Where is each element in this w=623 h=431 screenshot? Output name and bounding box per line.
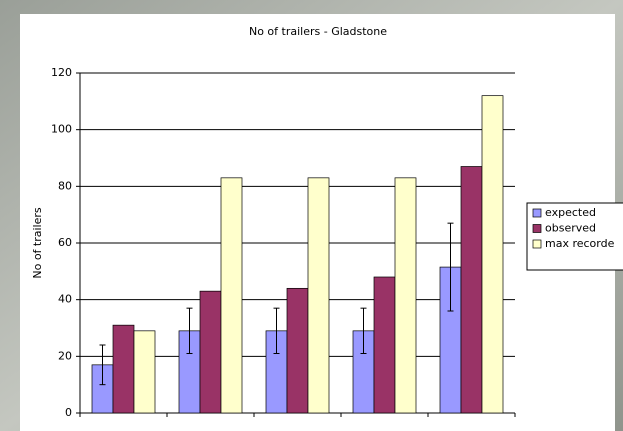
error-bar: [273, 307, 280, 354]
bar: [133, 330, 156, 414]
bar: [373, 276, 396, 414]
error-bar: [360, 307, 367, 354]
bar: [199, 290, 222, 414]
error-bar: [447, 222, 454, 312]
chart-title: No of trailers - Gladstone: [249, 25, 387, 38]
bar: [286, 287, 309, 414]
y-tick-label: 20: [58, 349, 72, 362]
bar: [112, 324, 135, 414]
y-tick-label: 80: [58, 179, 72, 192]
legend-label: max recorde: [545, 237, 615, 250]
legend-box: [526, 202, 623, 271]
legend-swatch: [532, 224, 542, 233]
legend-label: observed: [545, 222, 596, 235]
y-tick-label: 0: [65, 406, 72, 419]
error-bar: [99, 344, 106, 386]
y-tick-label: 100: [51, 123, 72, 136]
error-bar: [186, 307, 193, 354]
legend-label: expected: [545, 206, 596, 219]
bar: [307, 177, 330, 414]
bar: [220, 177, 243, 414]
bar: [460, 166, 483, 414]
legend-swatch: [532, 239, 542, 249]
y-tick-label: 40: [58, 293, 72, 306]
bar: [394, 177, 417, 414]
legend-swatch: [532, 208, 542, 218]
y-tick-label: 120: [51, 66, 72, 79]
bar: [481, 95, 504, 414]
y-tick-label: 60: [58, 236, 72, 249]
y-axis-label: No of trailers: [31, 207, 44, 279]
